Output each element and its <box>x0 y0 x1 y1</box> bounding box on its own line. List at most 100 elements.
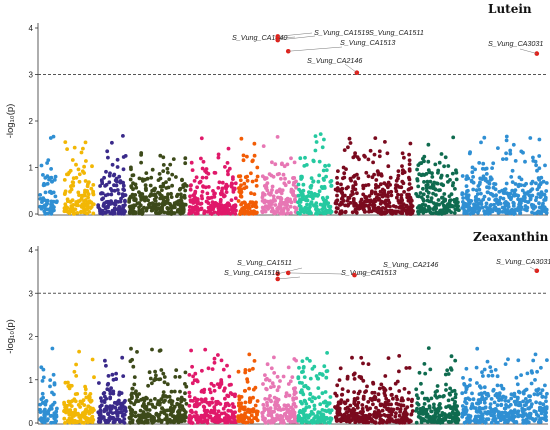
snp-point <box>343 210 348 215</box>
snp-point <box>289 410 293 415</box>
snp-point <box>415 177 420 181</box>
snp-point <box>72 145 77 150</box>
snp-point <box>62 209 67 214</box>
snp-point <box>157 349 162 353</box>
snp-point <box>187 394 192 399</box>
snp-point <box>80 420 85 425</box>
snp-point <box>511 142 516 147</box>
snp-point <box>175 194 179 199</box>
snp-point <box>426 142 431 147</box>
snp-point <box>148 376 153 381</box>
snp-point <box>286 365 291 370</box>
snp-point <box>534 181 538 186</box>
snp-point <box>399 403 404 408</box>
snp-point <box>151 404 156 409</box>
snp-point <box>335 181 340 186</box>
snp-point <box>538 405 543 410</box>
snp-point <box>400 396 404 401</box>
snp-point <box>233 196 238 201</box>
snp-point <box>222 203 227 208</box>
snp-point <box>513 182 518 186</box>
snp-point <box>530 179 535 184</box>
snp-point <box>417 172 422 177</box>
snp-point <box>297 380 302 385</box>
snp-point <box>245 174 250 179</box>
snp-point <box>394 411 398 416</box>
snp-point <box>425 194 430 199</box>
snp-point <box>398 407 403 412</box>
snp-point <box>438 406 443 410</box>
snp-point <box>454 197 459 201</box>
snp-point <box>241 158 246 163</box>
snp-point <box>115 157 120 162</box>
snp-point <box>212 170 217 175</box>
annotation-leader-line <box>529 266 537 271</box>
snp-point <box>62 178 67 182</box>
snp-point <box>99 403 104 408</box>
snp-point <box>205 421 210 425</box>
snp-point <box>149 175 154 180</box>
snp-point <box>418 191 423 195</box>
snp-point <box>371 381 376 386</box>
snp-point <box>433 390 438 394</box>
snp-point <box>114 377 118 381</box>
snp-point <box>497 198 502 203</box>
snp-point <box>452 411 457 416</box>
snp-point <box>308 359 312 363</box>
snp-point <box>193 396 197 401</box>
snp-point <box>382 181 387 186</box>
snp-point <box>73 399 78 404</box>
snp-point <box>431 186 435 191</box>
snp-point <box>297 365 301 370</box>
snp-point <box>67 416 72 421</box>
snp-point <box>308 376 313 381</box>
snp-point <box>153 369 158 374</box>
snp-point <box>460 174 465 178</box>
snp-point <box>106 412 111 417</box>
snp-point <box>530 370 534 375</box>
snp-point <box>191 374 196 379</box>
snp-point <box>366 362 371 366</box>
snp-point <box>526 406 531 411</box>
y-tick-label: 0 <box>29 419 34 428</box>
snp-point <box>479 140 483 145</box>
snp-point <box>302 375 307 379</box>
snp-point <box>68 168 73 173</box>
snp-point <box>152 197 157 202</box>
snp-point <box>161 393 166 398</box>
snp-point <box>108 171 112 176</box>
snp-point <box>236 199 241 203</box>
snp-point <box>327 420 331 425</box>
snp-point <box>510 180 515 185</box>
snp-point <box>246 212 251 216</box>
snp-point <box>352 390 356 394</box>
snp-point <box>253 403 258 408</box>
snp-point <box>199 136 204 141</box>
snp-point <box>398 418 403 423</box>
snp-point <box>123 193 128 198</box>
snp-point <box>525 191 530 196</box>
snp-point <box>105 149 110 154</box>
snp-point <box>110 140 114 145</box>
snp-point <box>390 392 394 397</box>
snp-point <box>272 371 277 375</box>
snp-point <box>480 205 485 210</box>
snp-point <box>370 418 375 423</box>
snp-point <box>182 182 187 187</box>
snp-point <box>477 182 482 187</box>
snp-point <box>161 371 166 376</box>
snp-point <box>222 211 226 216</box>
snp-point <box>307 190 311 195</box>
annotation-leader-line <box>354 269 384 276</box>
snp-point <box>318 211 323 215</box>
snp-point <box>343 193 347 198</box>
snp-point <box>271 194 276 199</box>
snp-point <box>539 365 543 370</box>
snp-point <box>99 399 104 403</box>
snp-point <box>520 198 525 203</box>
snp-point <box>349 178 353 183</box>
snp-point <box>407 192 411 197</box>
snp-point <box>312 364 317 369</box>
snp-point <box>335 175 339 180</box>
snp-point <box>226 394 231 399</box>
